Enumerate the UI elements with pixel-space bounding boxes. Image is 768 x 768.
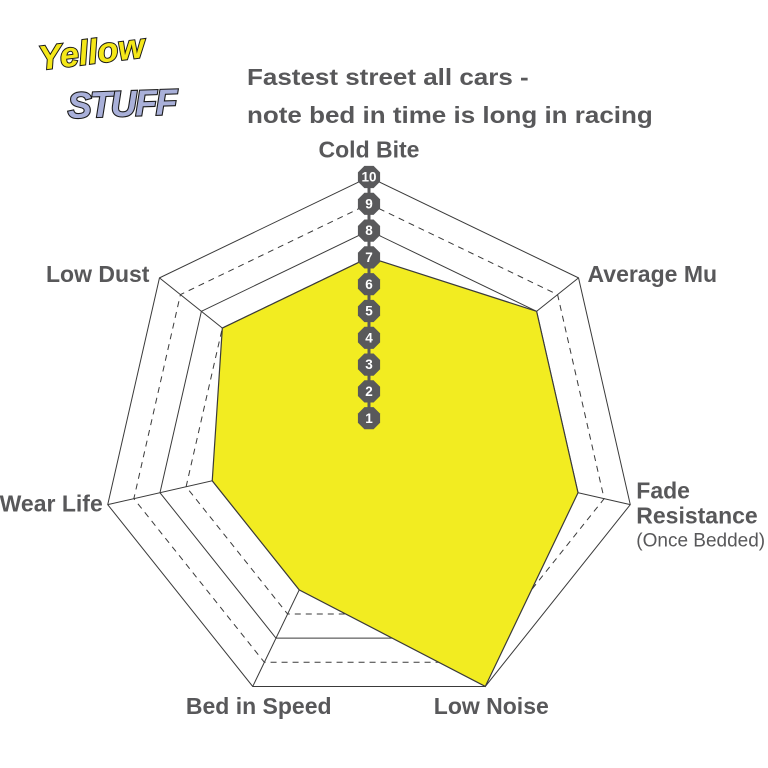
svg-text:5: 5 bbox=[365, 304, 373, 319]
svg-text:Average Mu: Average Mu bbox=[588, 261, 718, 287]
svg-text:6: 6 bbox=[365, 277, 373, 292]
svg-text:3: 3 bbox=[365, 357, 373, 372]
svg-text:2: 2 bbox=[365, 384, 373, 399]
svg-text:Yellow: Yellow bbox=[38, 30, 149, 78]
svg-text:8: 8 bbox=[365, 223, 373, 238]
svg-text:1: 1 bbox=[365, 411, 373, 426]
svg-text:9: 9 bbox=[365, 196, 373, 211]
svg-text:Cold Bite: Cold Bite bbox=[319, 137, 420, 163]
svg-text:Low Noise: Low Noise bbox=[434, 693, 549, 719]
svg-text:Bed in Speed: Bed in Speed bbox=[186, 693, 332, 719]
svg-text:Low Dust: Low Dust bbox=[46, 261, 150, 287]
svg-text:Wear Life: Wear Life bbox=[0, 491, 103, 517]
svg-text:10: 10 bbox=[361, 170, 376, 185]
svg-text:STUFF: STUFF bbox=[67, 81, 179, 125]
svg-text:7: 7 bbox=[365, 250, 373, 265]
svg-text:4: 4 bbox=[365, 330, 373, 345]
